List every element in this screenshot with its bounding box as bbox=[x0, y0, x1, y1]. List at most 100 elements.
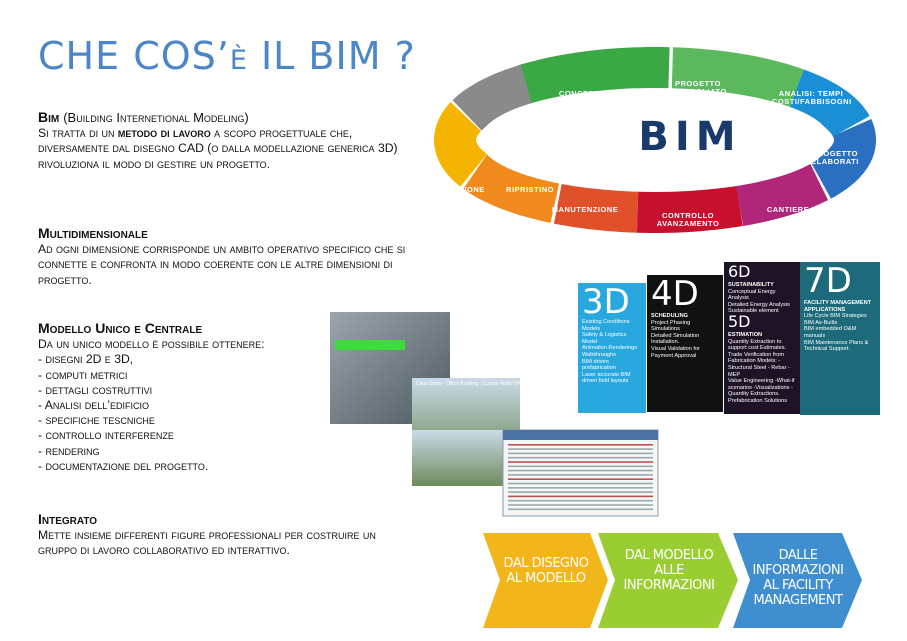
list-item: - computi metrici bbox=[38, 367, 128, 382]
section: Bim (Building Internetional Modeling) Si … bbox=[38, 109, 410, 172]
render-highlight bbox=[335, 340, 405, 350]
sheet-row bbox=[508, 469, 653, 472]
list-item: - Analisi dell’edificio bbox=[38, 398, 150, 413]
section-heading: Integrato bbox=[38, 511, 98, 527]
ring-segment bbox=[520, 47, 670, 106]
ring-segment bbox=[735, 162, 829, 226]
dimension-item: BIM embedded O&M manuals bbox=[804, 326, 857, 339]
arrow-label: DAL MODELLO ALLE INFORMAZIONI bbox=[623, 548, 715, 593]
sheet-row bbox=[508, 491, 653, 493]
section-body: Da un unico modello è possibile ottenere… bbox=[38, 337, 265, 352]
image-caption: Case Study : Office Building ; Curtain W… bbox=[416, 381, 548, 387]
list-item: - dettagli costruttivi bbox=[38, 382, 153, 397]
arrow-shape bbox=[733, 533, 862, 628]
sheet-row bbox=[508, 499, 653, 502]
dimension-heading: FACILITY MANAGEMENT APPLICATIONS bbox=[804, 300, 872, 313]
dimension-item: Animation Renderings Walkthroughs bbox=[582, 345, 638, 358]
bim-label: BIM bbox=[638, 114, 741, 160]
phase-label: Analisi: tempi costi/fabbisogni bbox=[772, 89, 852, 106]
phase-label: Manutenzione bbox=[551, 205, 619, 214]
sheet-row bbox=[508, 478, 653, 480]
dimension-item: Life Cycle BIM Strategies bbox=[804, 313, 867, 320]
dimension-item: Visual Validation for Payment Approval bbox=[651, 345, 700, 359]
dimension-item: Safety & Logistics Model bbox=[582, 332, 627, 345]
list-item: - controllo interferenze bbox=[38, 428, 174, 443]
dimension-item: Conceptual Energy Analysis bbox=[728, 288, 776, 302]
sheet-row bbox=[508, 465, 653, 468]
section-body: Mette insieme differenti figure professi… bbox=[38, 528, 376, 558]
section-heading: Multidimensionale bbox=[38, 225, 148, 241]
list-item: - disegni 2D e 3D, bbox=[38, 352, 134, 367]
sheet-row bbox=[508, 504, 653, 506]
sheet-row bbox=[508, 482, 653, 485]
spreadsheet-image bbox=[502, 429, 659, 517]
ring-segment bbox=[554, 182, 639, 233]
dimension-panel: 5D ESTIMATION Quantity Extraction to suppo… bbox=[724, 312, 800, 414]
section-note: (Building Internetional Modeling) bbox=[63, 110, 249, 125]
ring-segment bbox=[463, 154, 560, 223]
ring-segment bbox=[636, 184, 743, 233]
sheet-row bbox=[508, 495, 653, 498]
ring-segment bbox=[810, 119, 877, 199]
phase-label: Cantiere bbox=[766, 205, 810, 214]
dimension-item: Existing Conditions Models bbox=[582, 319, 630, 332]
dimension-item: Project Phasing Simulations bbox=[651, 319, 691, 333]
list-item: - specifiche tescniche bbox=[38, 413, 155, 428]
sheet-row bbox=[508, 461, 653, 463]
render-image bbox=[412, 430, 504, 486]
dimension-item: Prefabrication Solutions bbox=[728, 397, 788, 404]
dimension-label: 7D bbox=[804, 262, 852, 301]
dimension-item: Sustainable element tracking bbox=[728, 308, 779, 312]
sheet-row bbox=[508, 444, 653, 446]
dimension-item: Trade Verification from Fabrication Mode… bbox=[728, 351, 790, 378]
ring-segment bbox=[434, 102, 488, 187]
dimension-item: Value Engineering -What-if scenarios -Vi… bbox=[728, 378, 795, 398]
dimension-item: BIM As-Builts bbox=[804, 319, 838, 326]
sheet-row bbox=[508, 448, 653, 450]
text-bold: metodo di lavoro bbox=[117, 126, 211, 141]
sheet-row bbox=[508, 474, 653, 476]
ring-segment bbox=[452, 63, 538, 131]
dimension-panel: 3D Existing Conditions Models Safety & Log… bbox=[578, 283, 646, 413]
sheet-row bbox=[508, 452, 653, 455]
phase-label: Concept progetto bbox=[556, 89, 602, 106]
page-title: CHE COS’è IL BIM ? bbox=[38, 34, 416, 78]
section-body: Si tratta di un metodo di lavoro a scopo… bbox=[38, 126, 410, 172]
spreadsheet-rows bbox=[508, 444, 653, 511]
dimension-item: Detailed Energy Analysis bbox=[728, 301, 790, 308]
text: a scopo progettuale che, diversamente da… bbox=[38, 126, 398, 171]
dimension-heading: SCHEDULING bbox=[651, 313, 688, 319]
dimension-panel: 4D SCHEDULING Project Phasing Simulations D… bbox=[647, 275, 723, 412]
section-heading: Bim bbox=[38, 109, 60, 125]
phase-label: Demolizione bbox=[427, 185, 485, 194]
dimension-label: 6D bbox=[728, 262, 751, 281]
bim-center bbox=[480, 88, 830, 192]
section: Modello Unico e Centrale Da un unico mod… bbox=[38, 320, 288, 474]
dimension-item: BIM Maintenance Plans & Technical Suppor… bbox=[804, 339, 869, 353]
dimension-panel: 7D FACILITY MANAGEMENT APPLICATIONS Life C… bbox=[800, 262, 880, 415]
dimension-label: 5D bbox=[728, 312, 751, 331]
dimension-label: 4D bbox=[651, 275, 699, 314]
arrow-shape bbox=[483, 533, 608, 628]
arrow-label: DALLE INFORMAZIONI AL FACILITY MANAGEMEN… bbox=[752, 548, 844, 608]
section: Integrato Mette insieme differenti figur… bbox=[38, 511, 410, 559]
sheet-row bbox=[508, 508, 653, 511]
text: Si tratta di un bbox=[38, 126, 118, 141]
sheet-row bbox=[508, 487, 653, 489]
section-body: Ad ogni dimensione corrisponde un ambito… bbox=[38, 242, 406, 287]
dimension-panel: 6D SUSTAINABILITY Conceptual Energy Analys… bbox=[724, 262, 800, 312]
list-item: - documentazione del progetto. bbox=[38, 458, 209, 473]
dimension-label: 3D bbox=[582, 283, 630, 322]
spreadsheet-bar bbox=[503, 430, 658, 440]
dimension-heading: SUSTAINABILITY bbox=[728, 282, 774, 288]
list-item: - rendering bbox=[38, 443, 100, 458]
arrow-label: DAL DISEGNO AL MODELLO bbox=[503, 556, 589, 586]
dimension-heading: ESTIMATION bbox=[728, 332, 763, 338]
phase-label: Idea bbox=[503, 119, 523, 128]
dimension-item: Quantity Extraction to support cost Esti… bbox=[728, 338, 787, 352]
phase-label: Ripristino bbox=[506, 185, 554, 194]
dimension-item: Detailed Simulation Installation. bbox=[651, 332, 700, 346]
dimension-item: BIM driven prefabrication bbox=[582, 358, 616, 372]
